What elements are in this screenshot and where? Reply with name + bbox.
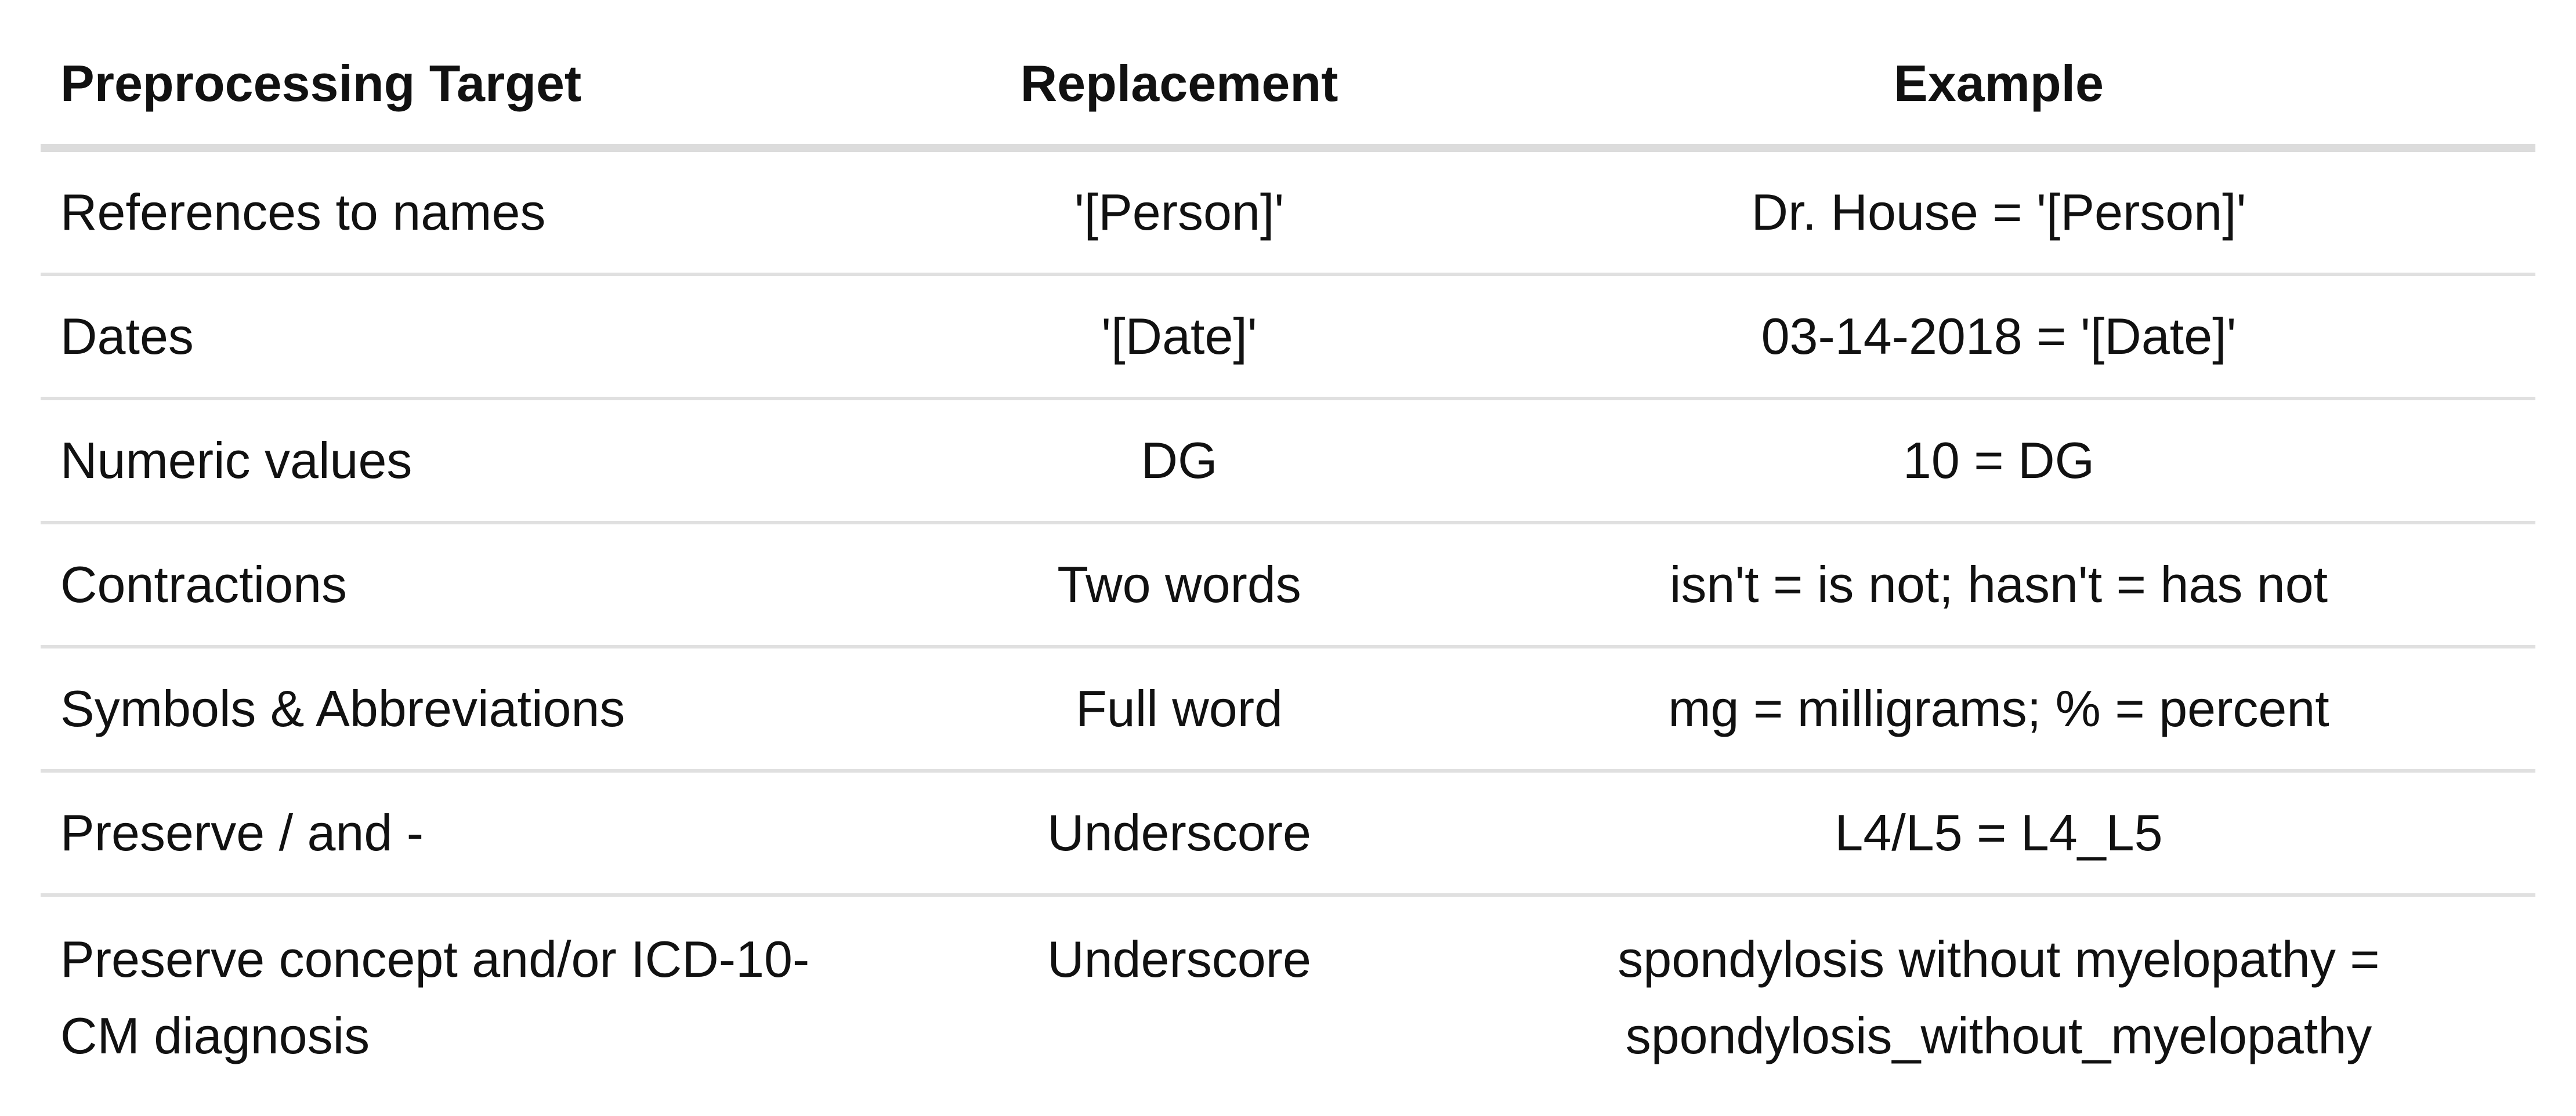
table-row: Contractions Two words isn't = is not; h… [41,523,2535,648]
cell-example: 10 = DG [1462,398,2535,524]
preprocessing-table: Preprocessing Target Replacement Example… [41,23,2535,1074]
column-header-example: Example [1462,23,2535,152]
cell-target: Symbols & Abbreviations [41,647,896,773]
column-header-preprocessing-target: Preprocessing Target [41,23,896,152]
table-row: References to names '[Person]' Dr. House… [41,148,2535,276]
cell-replacement: Two words [896,523,1462,648]
table-row: Dates '[Date]' 03-14-2018 = '[Date]' [41,274,2535,400]
cell-example: isn't = is not; hasn't = has not [1462,523,2535,648]
cell-target: Preserve concept and/or ICD-10-CM diagno… [60,930,810,1064]
table-body: References to names '[Person]' Dr. House… [41,148,2535,1074]
cell-example: L4/L5 = L4_L5 [1462,771,2535,897]
cell-example: Dr. House = '[Person]' [1462,148,2535,276]
cell-replacement: DG [896,398,1462,524]
cell-target: Dates [41,274,896,400]
table-row: Preserve / and - Underscore L4/L5 = L4_L… [41,771,2535,897]
cell-replacement: Underscore [896,771,1462,897]
cell-example: mg = milligrams; % = percent [1462,647,2535,773]
column-header-replacement: Replacement [896,23,1462,152]
cell-example: spondylosis without myelopathy = spondyl… [1618,930,2380,1064]
table-header: Preprocessing Target Replacement Example [41,23,2535,152]
cell-replacement: '[Person]' [896,148,1462,276]
table-row: Preserve concept and/or ICD-10-CM diagno… [41,895,2535,1074]
cell-target: Numeric values [41,398,896,524]
cell-replacement: '[Date]' [896,274,1462,400]
cell-replacement: Full word [896,647,1462,773]
header-row: Preprocessing Target Replacement Example [41,23,2535,152]
cell-target: Preserve / and - [41,771,896,897]
cell-target: Contractions [41,523,896,648]
table-row: Numeric values DG 10 = DG [41,398,2535,524]
cell-replacement: Underscore [1047,930,1311,988]
cell-target: References to names [41,148,896,276]
table-row: Symbols & Abbreviations Full word mg = m… [41,647,2535,773]
cell-example: 03-14-2018 = '[Date]' [1462,274,2535,400]
